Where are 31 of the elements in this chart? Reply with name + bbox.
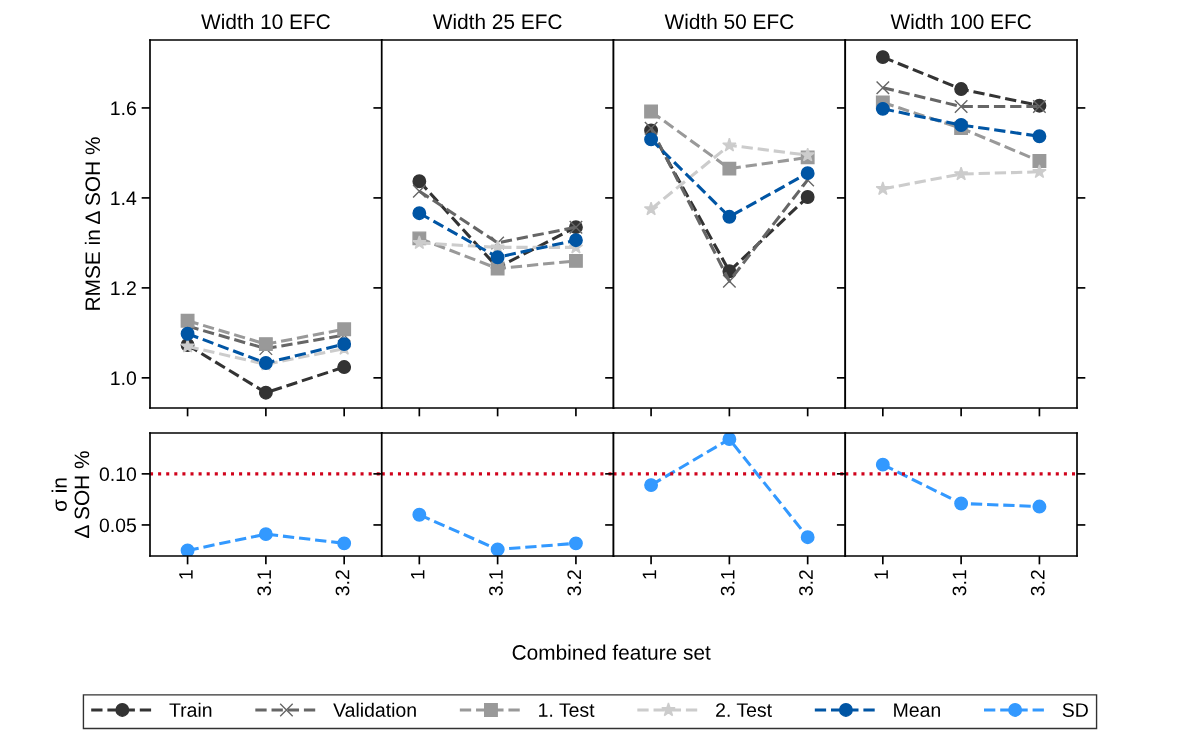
chart-title: Width 25 EFC <box>432 13 562 30</box>
x-tick-label: 3.1 <box>489 570 503 596</box>
legend-label: SD <box>1062 703 1088 717</box>
legend-label: Mean <box>894 703 940 717</box>
x-tick-label: 3.1 <box>952 570 967 596</box>
chart-title: Width 10 EFC <box>201 13 330 30</box>
y-tick-label: 1.4 <box>111 191 137 205</box>
x-axis-title: Combined feature set <box>512 644 711 660</box>
y-tick-label: 1.6 <box>111 101 136 116</box>
x-tick-label: 1 <box>874 570 888 579</box>
y-axis-title: RMSE in Δ SOH % <box>84 137 101 310</box>
x-tick-label: 1 <box>410 570 425 579</box>
y-tick-label: 0.10 <box>99 467 137 482</box>
y-axis-title: σ in Δ SOH % <box>51 451 90 538</box>
y-tick-label: 1.0 <box>111 371 137 386</box>
legend-label: 1. Test <box>539 703 595 717</box>
x-tick-label: 3.2 <box>1030 570 1045 596</box>
x-tick-label: 1 <box>642 570 657 579</box>
x-tick-label: 3.1 <box>720 570 735 596</box>
x-tick-label: 1 <box>179 570 193 579</box>
x-tick-label: 3.2 <box>799 570 813 596</box>
x-tick-label: 3.2 <box>335 570 350 596</box>
y-tick-label: 1.2 <box>111 281 136 295</box>
chart-title: Width 50 EFC <box>664 13 794 30</box>
legend-label: Train <box>169 702 212 717</box>
x-tick-label: 3.1 <box>257 570 272 596</box>
x-tick-label: 3.2 <box>567 570 582 596</box>
chart-title: Width 100 EFC <box>890 13 1031 30</box>
y-tick-label: 0.05 <box>99 518 136 533</box>
legend-label: Validation <box>333 702 416 717</box>
legend-label: 2. Test <box>716 703 772 717</box>
